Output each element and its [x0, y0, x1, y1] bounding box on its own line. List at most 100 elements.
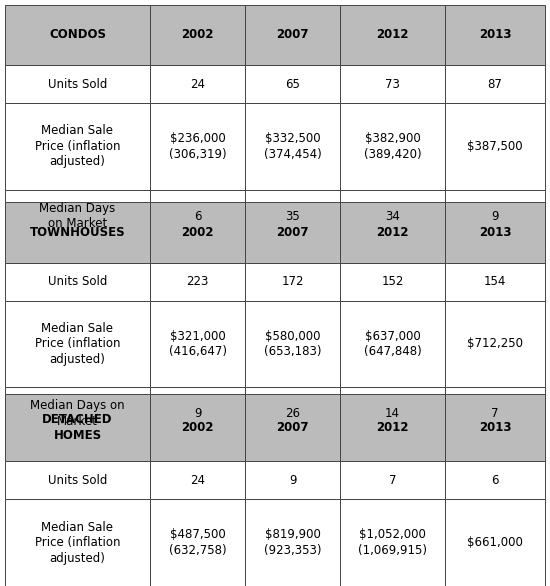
Text: Median Sale
Price (inflation
adjusted): Median Sale Price (inflation adjusted)	[35, 322, 120, 366]
Text: 26: 26	[285, 407, 300, 420]
Bar	[150, 103, 245, 190]
Text: $712,250: $712,250	[467, 338, 523, 350]
Text: $580,000
(653,183): $580,000 (653,183)	[264, 330, 321, 358]
Bar	[340, 394, 445, 461]
Bar	[150, 461, 245, 499]
Bar	[5, 461, 150, 499]
Text: 24: 24	[190, 473, 205, 487]
Bar	[445, 387, 545, 440]
Text: 65: 65	[285, 77, 300, 91]
Text: 2007: 2007	[276, 226, 309, 239]
Bar	[245, 5, 340, 65]
Bar	[340, 499, 445, 586]
Text: $332,500
(374,454): $332,500 (374,454)	[263, 132, 321, 161]
Text: 2012: 2012	[376, 226, 409, 239]
Text: 73: 73	[385, 77, 400, 91]
Bar	[445, 190, 545, 243]
Bar	[445, 394, 545, 461]
Text: 2002: 2002	[182, 226, 214, 239]
Bar	[5, 499, 150, 586]
Bar	[150, 65, 245, 103]
Text: 152: 152	[381, 275, 404, 288]
Text: 7: 7	[491, 407, 499, 420]
Text: 87: 87	[488, 77, 503, 91]
Bar	[340, 461, 445, 499]
Text: 154: 154	[484, 275, 506, 288]
Bar	[445, 103, 545, 190]
Text: Median Days on
Market: Median Days on Market	[30, 400, 125, 428]
Bar	[245, 103, 340, 190]
Text: 6: 6	[194, 210, 201, 223]
Text: 2002: 2002	[182, 421, 214, 434]
Text: 172: 172	[282, 275, 304, 288]
Text: $321,000
(416,647): $321,000 (416,647)	[168, 330, 227, 358]
Bar	[5, 103, 150, 190]
Bar	[445, 5, 545, 65]
Text: $236,000
(306,319): $236,000 (306,319)	[169, 132, 227, 161]
Text: 2007: 2007	[276, 28, 309, 42]
Text: 6: 6	[491, 473, 499, 487]
Text: 2002: 2002	[182, 28, 214, 42]
Text: 2012: 2012	[376, 28, 409, 42]
Bar	[150, 263, 245, 301]
Text: 2013: 2013	[479, 421, 512, 434]
Bar	[245, 387, 340, 440]
Bar	[245, 301, 340, 387]
Bar	[245, 461, 340, 499]
Text: DETACHED
HOMES: DETACHED HOMES	[42, 413, 113, 442]
Bar	[5, 65, 150, 103]
Text: $387,500: $387,500	[468, 140, 523, 153]
Text: $382,900
(389,420): $382,900 (389,420)	[364, 132, 421, 161]
Text: Units Sold: Units Sold	[48, 275, 107, 288]
Text: Median Sale
Price (inflation
adjusted): Median Sale Price (inflation adjusted)	[35, 124, 120, 169]
Text: CONDOS: CONDOS	[49, 28, 106, 42]
Bar	[445, 499, 545, 586]
Bar	[5, 5, 150, 65]
Text: 9: 9	[194, 407, 201, 420]
Bar	[340, 5, 445, 65]
Text: Units Sold: Units Sold	[48, 77, 107, 91]
Bar	[150, 499, 245, 586]
Text: 9: 9	[289, 473, 296, 487]
Text: 9: 9	[491, 210, 499, 223]
Text: $819,900
(923,353): $819,900 (923,353)	[264, 529, 321, 557]
Bar	[245, 499, 340, 586]
Text: 2013: 2013	[479, 28, 512, 42]
Bar	[445, 65, 545, 103]
Text: 223: 223	[186, 275, 208, 288]
Text: Median Sale
Price (inflation
adjusted): Median Sale Price (inflation adjusted)	[35, 520, 120, 565]
Text: Median Days
on Market: Median Days on Market	[40, 202, 116, 230]
Bar	[340, 103, 445, 190]
Bar	[150, 202, 245, 263]
Bar	[245, 202, 340, 263]
Text: 2013: 2013	[479, 226, 512, 239]
Bar	[150, 394, 245, 461]
Bar	[445, 461, 545, 499]
Bar	[340, 263, 445, 301]
Bar	[340, 301, 445, 387]
Text: 14: 14	[385, 407, 400, 420]
Bar	[340, 202, 445, 263]
Text: TOWNHOUSES: TOWNHOUSES	[30, 226, 125, 239]
Bar	[445, 202, 545, 263]
Bar	[340, 190, 445, 243]
Text: $1,052,000
(1,069,915): $1,052,000 (1,069,915)	[358, 529, 427, 557]
Bar	[5, 301, 150, 387]
Bar	[245, 263, 340, 301]
Bar	[150, 5, 245, 65]
Bar	[5, 263, 150, 301]
Text: 2012: 2012	[376, 421, 409, 434]
Bar	[150, 387, 245, 440]
Bar	[150, 190, 245, 243]
Bar	[5, 190, 150, 243]
Bar	[340, 65, 445, 103]
Bar	[5, 202, 150, 263]
Bar	[245, 394, 340, 461]
Text: Units Sold: Units Sold	[48, 473, 107, 487]
Text: 24: 24	[190, 77, 205, 91]
Text: 2007: 2007	[276, 421, 309, 434]
Text: 34: 34	[385, 210, 400, 223]
Text: 35: 35	[285, 210, 300, 223]
Bar	[245, 65, 340, 103]
Text: $661,000: $661,000	[467, 536, 523, 549]
